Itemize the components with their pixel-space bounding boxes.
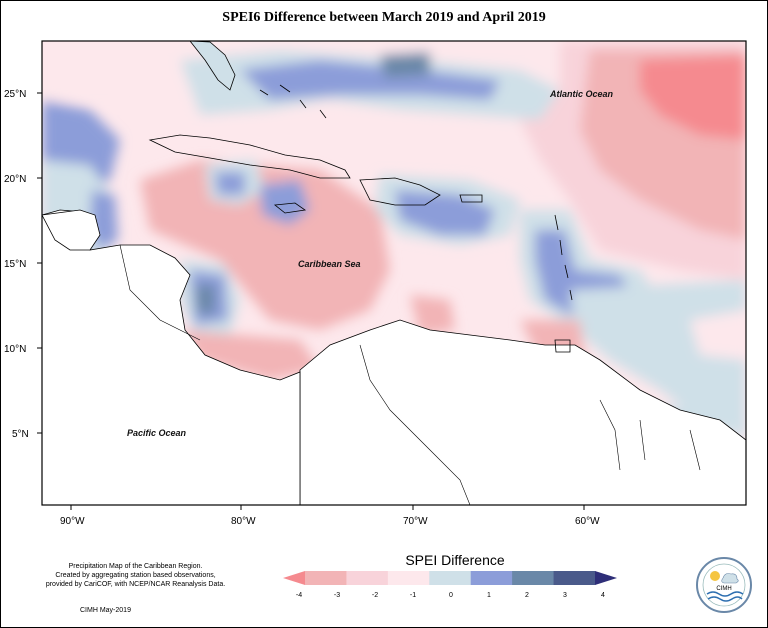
legend-arrow-left (283, 571, 305, 585)
spei-legend: -4 -3 -2 -1 0 1 2 3 4 (283, 571, 617, 599)
caribbean-sea-label: Caribbean Sea (298, 259, 361, 269)
map-plot-area: Atlantic Ocean Caribbean Sea Pacific Oce… (42, 41, 746, 505)
legend-arrow-right (595, 571, 617, 585)
y-tick-label: 15°N (4, 259, 26, 270)
legend-tick-label: -1 (410, 592, 416, 599)
legend-swatch (387, 571, 430, 585)
legend-tick-label: 2 (525, 592, 529, 599)
legend-tick-label: 3 (563, 592, 567, 599)
legend-tick-label: 4 (601, 592, 605, 599)
y-tick-label: 10°N (4, 344, 26, 355)
y-tick-label: 20°N (4, 174, 26, 185)
atlantic-ocean-label: Atlantic Ocean (549, 89, 614, 99)
legend-swatch (553, 571, 596, 585)
y-axis: 25°N 20°N 15°N 10°N 5°N (4, 89, 42, 440)
legend-swatch (512, 571, 555, 585)
x-tick-label: 60°W (575, 516, 600, 527)
legend-tick-label: 0 (449, 592, 453, 599)
legend-tick-label: 1 (487, 592, 491, 599)
legend-tick-label: -4 (296, 592, 302, 599)
x-tick-label: 90°W (60, 516, 85, 527)
land-mask (42, 41, 746, 505)
legend-swatch (429, 571, 472, 585)
legend-swatch (305, 571, 347, 585)
x-tick-label: 80°W (231, 516, 256, 527)
y-tick-label: 25°N (4, 89, 26, 100)
caption-line: Created by aggregating station based obs… (55, 572, 216, 579)
legend-tick-label: -2 (372, 592, 378, 599)
logo-text: CIMH (716, 586, 731, 592)
pacific-ocean-label: Pacific Ocean (127, 428, 187, 438)
cimh-logo-icon: CIMH (696, 557, 752, 613)
caption-line: Precipitation Map of the Caribbean Regio… (68, 563, 203, 570)
legend-swatch (470, 571, 513, 585)
map-caption: Precipitation Map of the Caribbean Regio… (8, 562, 263, 589)
caption-line: provided by CariCOF, with NCEP/NCAR Rean… (45, 581, 226, 588)
legend-swatch (346, 571, 389, 585)
map-border (41, 40, 747, 506)
legend-tick-label: -3 (334, 592, 340, 599)
map-title: SPEI6 Difference between March 2019 and … (222, 10, 546, 25)
x-tick-label: 70°W (403, 516, 428, 527)
y-tick-label: 5°N (12, 429, 29, 440)
credit-text: CIMH May-2019 (80, 607, 131, 614)
legend-title: SPEI Difference (405, 552, 505, 568)
x-axis: 90°W 80°W 70°W 60°W (60, 505, 600, 527)
spei-difference-field (42, 41, 746, 470)
